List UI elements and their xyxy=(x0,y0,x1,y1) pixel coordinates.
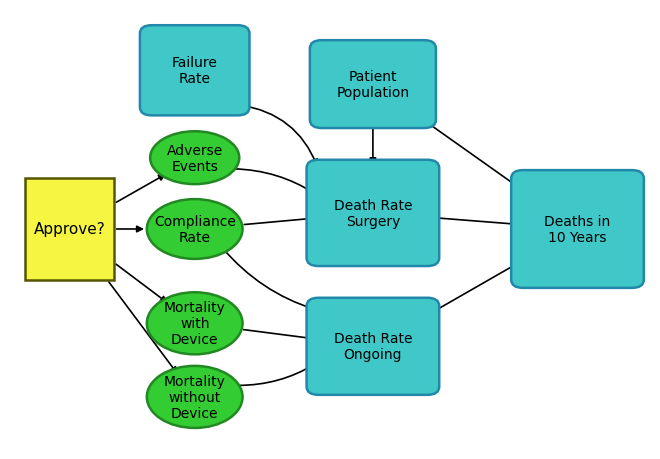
FancyBboxPatch shape xyxy=(24,179,114,280)
Ellipse shape xyxy=(150,132,239,185)
Text: Patient
Population: Patient Population xyxy=(337,70,409,100)
Text: Death Rate
Surgery: Death Rate Surgery xyxy=(334,198,412,229)
FancyBboxPatch shape xyxy=(306,160,440,266)
FancyBboxPatch shape xyxy=(306,298,440,395)
FancyBboxPatch shape xyxy=(140,26,249,116)
Text: Mortality
without
Device: Mortality without Device xyxy=(164,374,226,420)
Text: Deaths in
10 Years: Deaths in 10 Years xyxy=(544,214,610,245)
Text: Adverse
Events: Adverse Events xyxy=(166,143,223,174)
FancyBboxPatch shape xyxy=(511,171,644,288)
Ellipse shape xyxy=(147,200,243,259)
Text: Mortality
with
Device: Mortality with Device xyxy=(164,301,226,347)
Text: Compliance
Rate: Compliance Rate xyxy=(154,214,236,245)
Text: Approve?: Approve? xyxy=(34,222,105,237)
Ellipse shape xyxy=(147,293,243,354)
FancyBboxPatch shape xyxy=(310,41,436,129)
Text: Death Rate
Ongoing: Death Rate Ongoing xyxy=(334,331,412,362)
Ellipse shape xyxy=(147,366,243,428)
Text: Failure
Rate: Failure Rate xyxy=(172,56,218,86)
